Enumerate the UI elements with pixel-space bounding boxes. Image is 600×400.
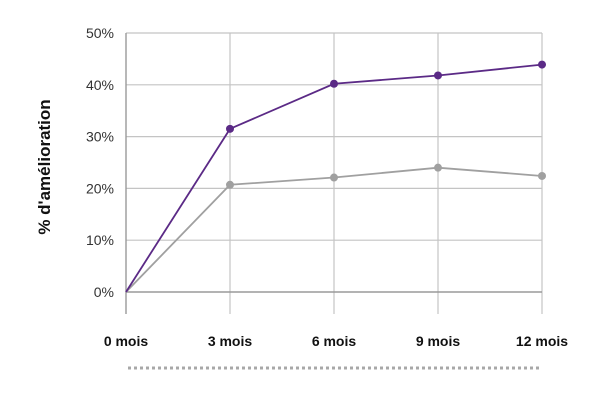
data-point [330,173,338,182]
y-tick-label: 40% [86,77,114,93]
x-tick-label: 3 mois [208,333,253,349]
y-axis-label: % d'amélioration [35,99,54,234]
data-point [434,71,442,80]
y-tick-label: 30% [86,129,114,145]
y-tick-labels: 0% 10% 20% 30% 40% 50% [86,25,114,300]
data-point [538,60,546,69]
data-point [434,163,442,172]
series [125,60,546,293]
x-tick-label: 9 mois [416,333,461,349]
data-point [538,171,546,180]
axes [125,33,542,314]
data-point [226,124,234,133]
x-tick-labels: 0 mois 3 mois 6 mois 9 mois 12 mois [104,333,568,349]
y-tick-label: 10% [86,232,114,248]
x-tick-label: 0 mois [104,333,149,349]
x-tick-label: 12 mois [516,333,568,349]
x-tick-label: 6 mois [312,333,357,349]
y-tick-label: 50% [86,25,114,41]
data-point [330,79,338,88]
data-point [226,180,234,189]
grid [126,32,543,314]
y-tick-label: 20% [86,180,114,196]
y-tick-label: 0% [94,284,114,300]
